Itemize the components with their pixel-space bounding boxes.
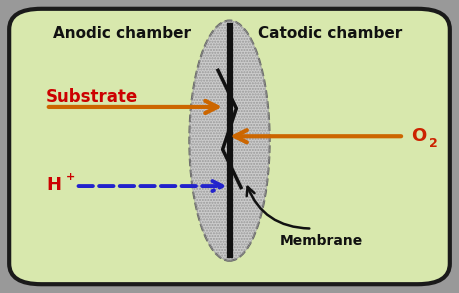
Text: Substrate: Substrate <box>46 88 138 106</box>
Text: O: O <box>411 127 426 145</box>
Text: 2: 2 <box>429 137 438 150</box>
Text: +: + <box>66 172 75 182</box>
Text: Anodic chamber: Anodic chamber <box>53 26 190 41</box>
FancyBboxPatch shape <box>9 9 450 284</box>
Ellipse shape <box>190 21 270 261</box>
Text: H: H <box>46 176 61 194</box>
Text: Catodic chamber: Catodic chamber <box>258 26 403 41</box>
Text: Membrane: Membrane <box>280 234 363 248</box>
